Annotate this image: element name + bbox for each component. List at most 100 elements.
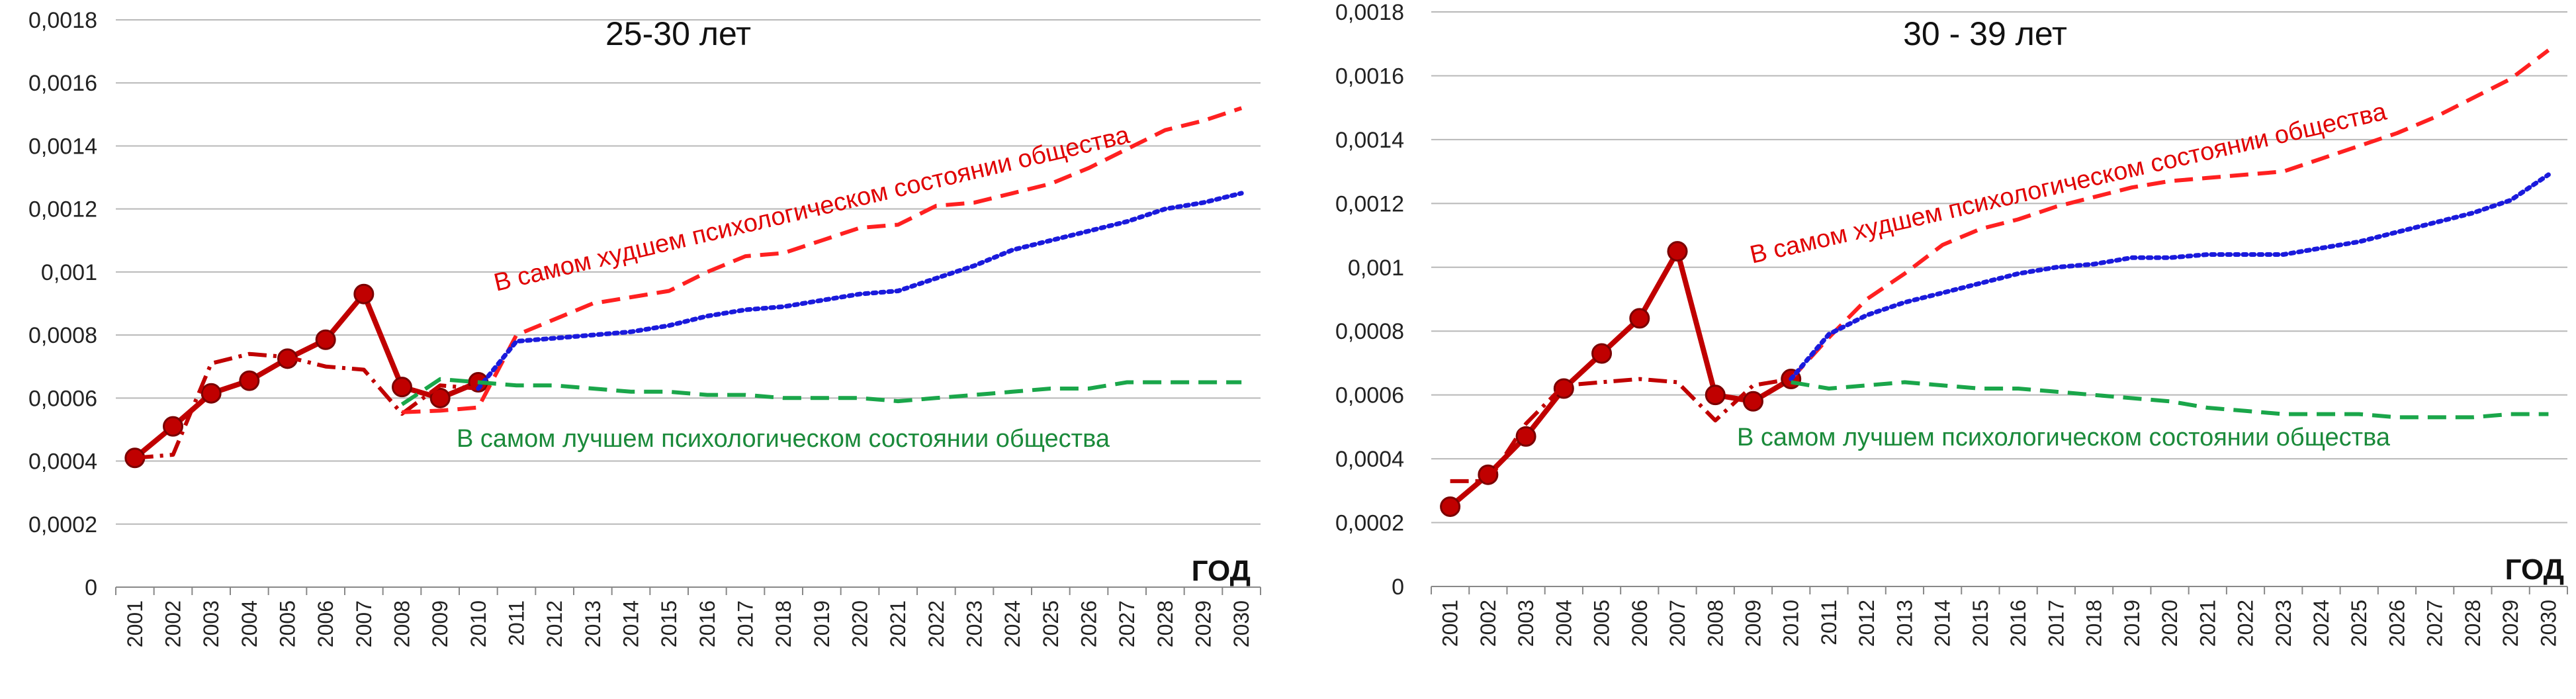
y-tick-label: 0,0014 bbox=[28, 134, 97, 159]
series-line bbox=[476, 191, 1244, 391]
y-tick-label: 0,0014 bbox=[1335, 128, 1404, 153]
x-axis-label: ГОД bbox=[2505, 553, 2564, 586]
y-tick-label: 0,0004 bbox=[1335, 447, 1404, 472]
x-tick-label: 2006 bbox=[1628, 600, 1652, 647]
x-tick-label: 2009 bbox=[428, 600, 452, 647]
y-tick-label: 0,0008 bbox=[1335, 319, 1404, 344]
x-tick-label: 2014 bbox=[619, 600, 643, 647]
data-point bbox=[1553, 378, 1574, 399]
x-tick-label: 2021 bbox=[2196, 600, 2219, 647]
data-point bbox=[200, 383, 222, 404]
x-tick-label: 2005 bbox=[1590, 600, 1614, 647]
series-line bbox=[1791, 380, 2549, 420]
x-tick-label: 2027 bbox=[1115, 600, 1139, 647]
x-tick-label: 2019 bbox=[2120, 600, 2144, 647]
x-tick-label: 2022 bbox=[924, 600, 948, 647]
x-tick-label: 2021 bbox=[886, 600, 910, 647]
series-line bbox=[1789, 48, 2550, 381]
x-tick-label: 2003 bbox=[1514, 600, 1538, 647]
x-tick-label: 2026 bbox=[2385, 600, 2409, 647]
x-tick-label: 2025 bbox=[1039, 600, 1063, 647]
series-line bbox=[1448, 248, 1793, 509]
chart-title: 30 - 39 лет bbox=[1903, 15, 2067, 52]
x-tick-label: 2002 bbox=[161, 600, 185, 647]
x-tick-label: 2007 bbox=[352, 600, 376, 647]
x-tick-label: 2020 bbox=[2158, 600, 2182, 647]
x-tick-label: 2010 bbox=[466, 600, 490, 647]
annotation-best: В самом лучшем психологическом состоянии… bbox=[1737, 424, 2391, 451]
y-tick-label: 0,0016 bbox=[1335, 64, 1404, 89]
series-line bbox=[134, 351, 479, 460]
y-tick-label: 0,0004 bbox=[28, 449, 97, 475]
x-tick-label: 2001 bbox=[1439, 600, 1462, 647]
x-tick-label: 2024 bbox=[2309, 600, 2333, 647]
y-tick-label: 0,001 bbox=[1348, 256, 1404, 281]
y-tick-label: 0,0018 bbox=[1335, 0, 1404, 25]
x-tick-label: 2012 bbox=[543, 600, 566, 647]
y-tick-label: 0,0016 bbox=[28, 71, 97, 96]
x-tick-label: 2026 bbox=[1077, 600, 1101, 647]
data-point bbox=[315, 329, 336, 350]
x-tick-label: 2019 bbox=[810, 600, 834, 647]
x-tick-label: 2002 bbox=[1476, 600, 1500, 647]
data-point bbox=[1478, 464, 1499, 485]
data-point bbox=[353, 283, 375, 304]
y-tick-label: 0 bbox=[1392, 575, 1404, 600]
x-tick-label: 2024 bbox=[1000, 600, 1024, 647]
x-tick-label: 2007 bbox=[1666, 600, 1689, 647]
series-line bbox=[400, 377, 1242, 406]
y-tick-label: 0,0012 bbox=[1335, 191, 1404, 216]
x-tick-label: 2015 bbox=[1969, 600, 1992, 647]
y-tick-label: 0,0008 bbox=[28, 323, 97, 348]
y-tick-label: 0,0012 bbox=[28, 197, 97, 222]
data-point bbox=[1667, 241, 1688, 262]
x-tick-label: 2017 bbox=[2044, 600, 2068, 647]
series-line bbox=[1789, 172, 2551, 382]
x-tick-label: 2012 bbox=[1855, 600, 1879, 647]
x-tick-label: 2029 bbox=[1192, 600, 1216, 647]
x-tick-label: 2030 bbox=[1229, 600, 1253, 647]
x-tick-label: 2014 bbox=[1931, 600, 1955, 647]
data-point bbox=[163, 416, 183, 437]
x-tick-label: 2030 bbox=[2536, 600, 2560, 647]
y-tick-label: 0,0002 bbox=[1335, 511, 1404, 536]
x-tick-label: 2018 bbox=[2082, 600, 2106, 647]
chart-title: 25-30 лет bbox=[605, 15, 751, 52]
data-point bbox=[1440, 496, 1461, 517]
series-line bbox=[133, 291, 480, 460]
data-point bbox=[392, 377, 412, 398]
x-tick-label: 2018 bbox=[772, 600, 795, 647]
x-tick-label: 2004 bbox=[238, 600, 261, 647]
x-tick-label: 2013 bbox=[581, 600, 605, 647]
x-tick-label: 2022 bbox=[2234, 600, 2258, 647]
annotation-best: В самом лучшем психологическом состоянии… bbox=[457, 425, 1110, 453]
x-tick-label: 2015 bbox=[657, 600, 681, 647]
x-tick-label: 2006 bbox=[314, 600, 337, 647]
x-tick-label: 2008 bbox=[390, 600, 414, 647]
data-point bbox=[239, 370, 260, 391]
y-tick-label: 0 bbox=[85, 575, 97, 600]
x-tick-label: 2029 bbox=[2499, 600, 2522, 647]
data-point bbox=[1742, 391, 1763, 412]
x-tick-label: 2008 bbox=[1703, 600, 1727, 647]
x-axis-label: ГОД bbox=[1192, 555, 1251, 587]
x-tick-label: 2010 bbox=[1779, 600, 1803, 647]
x-tick-label: 2028 bbox=[2461, 600, 2485, 647]
x-tick-label: 2023 bbox=[963, 600, 987, 647]
x-tick-label: 2005 bbox=[276, 600, 300, 647]
series-line bbox=[402, 106, 1243, 414]
x-tick-label: 2023 bbox=[2272, 600, 2295, 647]
x-tick-label: 2011 bbox=[505, 600, 529, 646]
data-point bbox=[1591, 343, 1613, 364]
x-tick-label: 2016 bbox=[695, 600, 719, 647]
y-tick-label: 0,0018 bbox=[28, 8, 97, 33]
x-tick-label: 2028 bbox=[1153, 600, 1177, 647]
series-line bbox=[1450, 377, 1792, 483]
x-tick-label: 2004 bbox=[1552, 600, 1576, 647]
data-point bbox=[1705, 385, 1726, 406]
x-tick-label: 2013 bbox=[1892, 600, 1916, 647]
x-tick-label: 2003 bbox=[199, 600, 223, 647]
x-tick-label: 2025 bbox=[2347, 600, 2371, 647]
data-point bbox=[1629, 308, 1650, 329]
